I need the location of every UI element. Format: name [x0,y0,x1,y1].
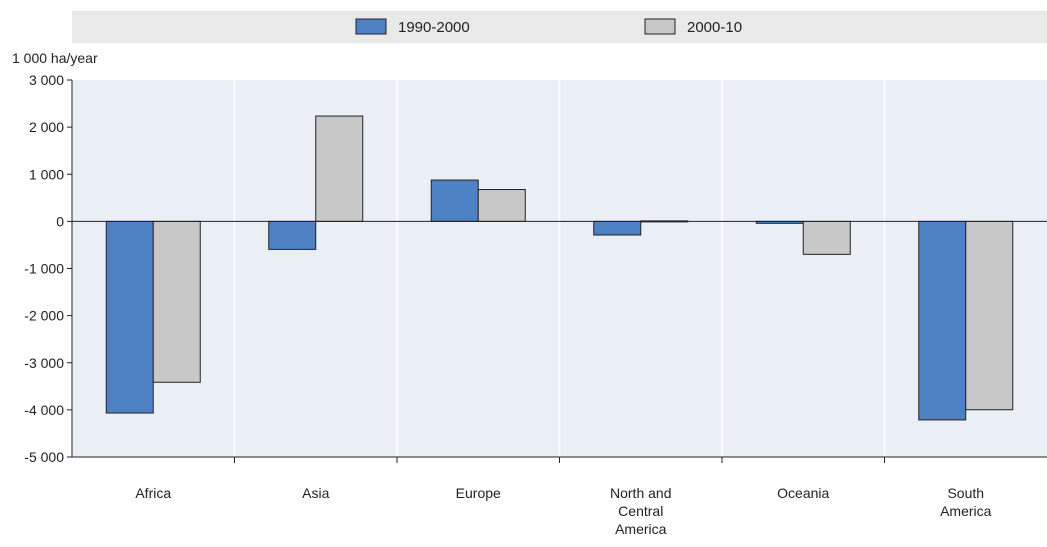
x-axis-labels: Africa Asia Europe North and Central America O… [135,485,991,537]
bar-africa-2000-10 [152,220,201,383]
bars [105,115,1014,421]
bar-africa-1990-2000 [105,220,154,414]
x-category-label: North and Central America [610,485,671,537]
x-category-label: Oceania [777,485,829,501]
x-category-label: South America [940,485,992,519]
legend-label: 1990-2000 [398,19,470,36]
y-tick-label: -3 000 [24,355,64,371]
bar-oceania-2000-10 [802,220,851,255]
bar-europe-1990-2000 [430,179,479,222]
y-axis-ticks: 3 000 2 000 1 000 0 -1 000 -2 000 -3 000 -4 000… [24,72,72,465]
bar-asia-2000-10 [315,115,364,222]
bar-north-and-central-america-1990-2000 [593,220,642,236]
y-tick-label: 1 000 [29,166,64,182]
legend: 1990-2000 2000-10 [355,18,742,36]
legend-label: 2000-10 [687,19,742,36]
y-tick-label: -4 000 [24,402,64,418]
bar-south-america-2000-10 [965,220,1014,411]
y-tick-label: -5 000 [24,449,64,465]
bar-europe-2000-10 [477,189,526,222]
grid-lines [233,80,886,457]
y-tick-label: 3 000 [29,72,64,88]
x-category-label: Africa [135,485,171,501]
y-tick-label: -2 000 [24,308,64,324]
y-tick-label: 2 000 [29,119,64,135]
y-tick-label: 0 [56,213,64,229]
legend-swatch [644,18,676,35]
x-category-label: Europe [456,485,501,501]
bar-asia-1990-2000 [268,220,317,250]
y-tick-label: -1 000 [24,261,64,277]
x-category-label: Asia [302,485,329,501]
y-axis-unit-label: 1 000 ha/year [12,50,98,66]
legend-swatch [355,18,387,35]
legend-band [72,11,1047,43]
bar-south-america-1990-2000 [918,220,967,421]
